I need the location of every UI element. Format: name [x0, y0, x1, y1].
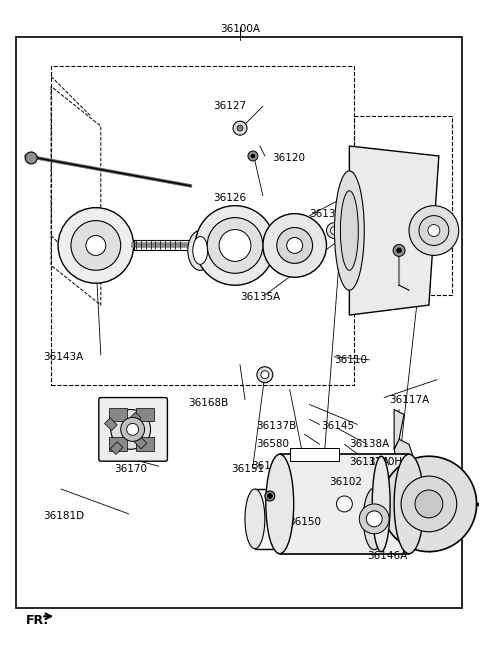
Circle shape: [219, 230, 251, 261]
Circle shape: [261, 371, 269, 379]
Text: 36102: 36102: [329, 477, 362, 487]
Circle shape: [207, 217, 263, 273]
Bar: [110, 442, 123, 455]
Bar: [280, 454, 409, 553]
Bar: [136, 408, 154, 421]
Ellipse shape: [193, 237, 208, 264]
Circle shape: [360, 504, 389, 534]
Circle shape: [277, 228, 312, 263]
Circle shape: [267, 493, 272, 499]
Circle shape: [101, 399, 160, 459]
Circle shape: [415, 490, 443, 518]
Ellipse shape: [245, 489, 265, 549]
Ellipse shape: [363, 488, 385, 550]
Polygon shape: [394, 410, 404, 450]
Ellipse shape: [266, 454, 294, 553]
Circle shape: [326, 223, 342, 239]
FancyBboxPatch shape: [99, 397, 168, 461]
Circle shape: [401, 476, 457, 531]
Text: 36143A: 36143A: [43, 352, 84, 362]
Bar: [136, 437, 154, 451]
Bar: [129, 412, 141, 425]
Text: 36135A: 36135A: [240, 292, 280, 302]
Text: 36181D: 36181D: [43, 511, 84, 521]
Circle shape: [71, 221, 120, 270]
Text: 36142: 36142: [251, 461, 285, 471]
Text: 36150: 36150: [288, 517, 321, 527]
Circle shape: [195, 206, 275, 285]
Bar: [109, 408, 127, 421]
Polygon shape: [389, 439, 414, 499]
Circle shape: [287, 237, 302, 253]
Bar: [109, 437, 127, 451]
Circle shape: [428, 224, 440, 237]
Bar: [354, 116, 452, 295]
Text: 36151: 36151: [231, 464, 264, 474]
Circle shape: [393, 244, 405, 256]
Circle shape: [58, 208, 133, 283]
Polygon shape: [374, 469, 394, 489]
Circle shape: [265, 491, 275, 501]
Ellipse shape: [188, 230, 213, 270]
Text: 36168B: 36168B: [188, 397, 228, 408]
Text: FR.: FR.: [26, 614, 49, 628]
Circle shape: [336, 496, 352, 512]
Text: 36580: 36580: [256, 439, 289, 450]
Text: 36145: 36145: [322, 421, 355, 432]
Circle shape: [233, 121, 247, 135]
Circle shape: [25, 152, 37, 164]
Ellipse shape: [335, 171, 364, 290]
Circle shape: [111, 410, 151, 450]
Bar: [105, 418, 117, 431]
Circle shape: [127, 423, 139, 435]
Text: 36126: 36126: [214, 193, 247, 203]
Bar: [134, 436, 147, 449]
Ellipse shape: [394, 454, 424, 553]
Text: 1140HL: 1140HL: [369, 457, 409, 467]
Circle shape: [86, 235, 106, 255]
Circle shape: [419, 215, 449, 246]
Text: 36137A: 36137A: [349, 457, 390, 467]
Bar: [255, 489, 374, 549]
Text: 36120: 36120: [272, 153, 305, 163]
Ellipse shape: [340, 191, 358, 270]
Circle shape: [237, 125, 243, 131]
Text: 36110: 36110: [335, 355, 368, 365]
Circle shape: [251, 154, 255, 158]
Text: 36138A: 36138A: [349, 439, 390, 450]
Circle shape: [263, 213, 326, 277]
Bar: [16, 37, 462, 608]
Circle shape: [366, 511, 382, 527]
Text: 36137B: 36137B: [256, 421, 296, 432]
Circle shape: [396, 248, 402, 253]
Circle shape: [120, 417, 144, 441]
Circle shape: [381, 456, 477, 551]
Ellipse shape: [372, 456, 390, 551]
Circle shape: [257, 367, 273, 382]
Bar: [290, 448, 339, 461]
Text: 36170: 36170: [114, 464, 147, 474]
Circle shape: [409, 206, 459, 255]
Polygon shape: [349, 146, 439, 315]
Bar: [51, 66, 354, 384]
Circle shape: [248, 151, 258, 161]
Text: 36146A: 36146A: [367, 551, 407, 561]
Circle shape: [330, 226, 338, 235]
Text: 36117A: 36117A: [389, 395, 430, 404]
Text: 36131A: 36131A: [310, 209, 350, 219]
Text: 36100A: 36100A: [220, 24, 260, 34]
Text: 36127: 36127: [214, 101, 247, 112]
